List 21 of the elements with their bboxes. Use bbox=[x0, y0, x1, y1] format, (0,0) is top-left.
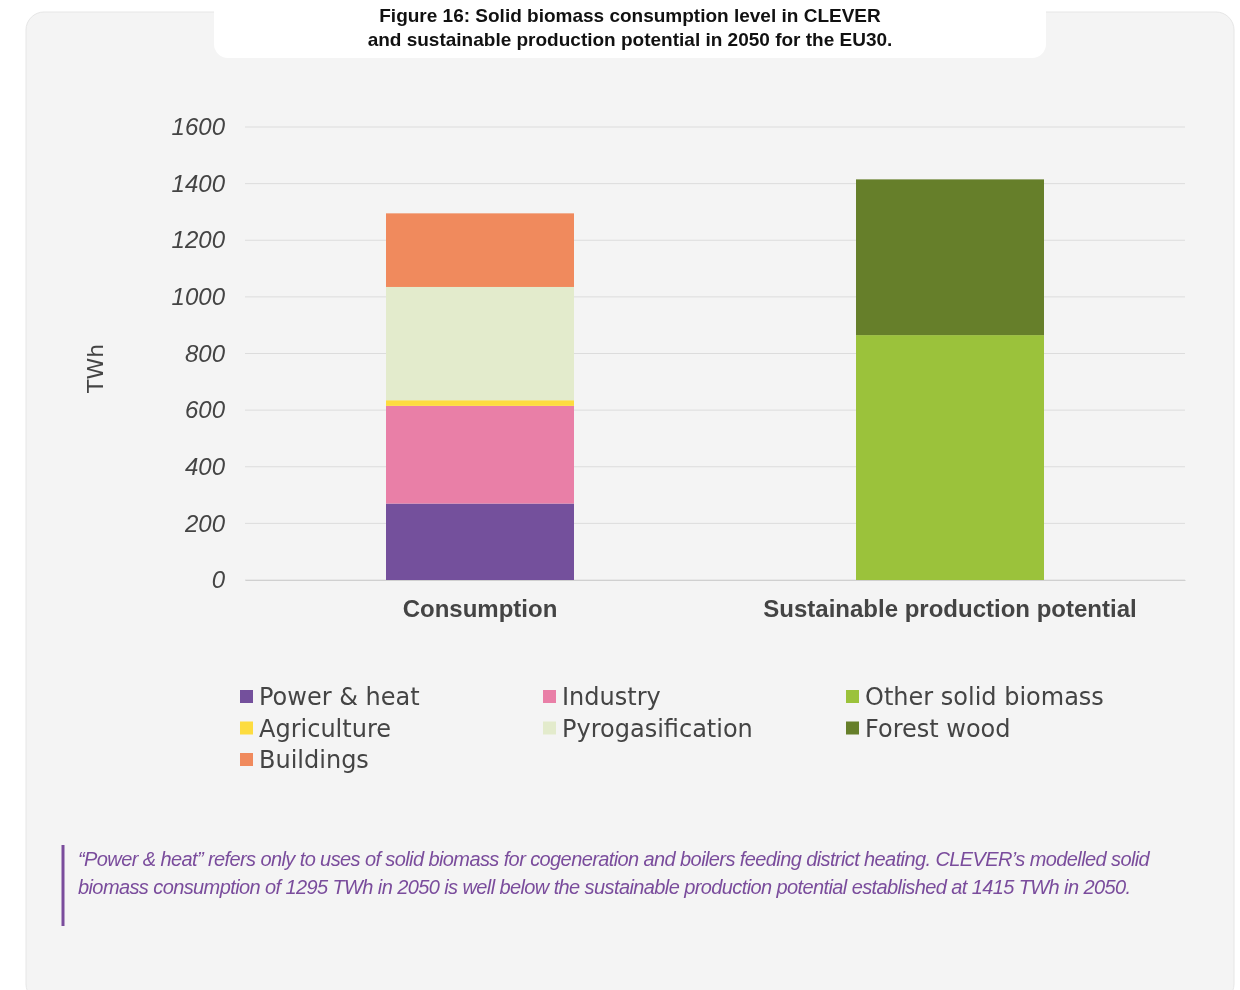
y-tick-label: 1400 bbox=[171, 169, 226, 197]
legend-label: Buildings bbox=[259, 746, 369, 774]
y-tick-label: 1000 bbox=[171, 283, 226, 311]
x-tick-label: Consumption bbox=[402, 595, 558, 623]
legend-label: Industry bbox=[562, 683, 661, 711]
y-tick-label: 1600 bbox=[171, 113, 226, 141]
legend-label: Power & heat bbox=[259, 683, 420, 711]
y-tick-label: 400 bbox=[184, 452, 226, 480]
chart-title: Figure 16: Solid biomass consumption level in CLEVER and sustainable production potential in 2050 for the EU30. bbox=[367, 5, 893, 50]
y-tick-label: 200 bbox=[183, 509, 226, 537]
y-tick-label: 1200 bbox=[171, 226, 226, 254]
legend-label: Forest wood bbox=[865, 714, 1011, 743]
legend-label: Pyrogasification bbox=[562, 714, 753, 743]
x-tick-label: Sustainable production potential bbox=[763, 595, 1137, 623]
legend-label: Other solid biomass bbox=[865, 683, 1104, 711]
y-tick-label: 800 bbox=[184, 339, 226, 367]
y-axis-title: TWh bbox=[83, 343, 108, 395]
text: “Power & heat” refers only to uses of solid biomass for cogeneration and boilers feeding district heating. CLEVER’s modelled solid biomass consumption of 1295 TWh in 2050 is well below the sustainable production potential established at 1415 TWh in 2050. bbox=[78, 848, 1151, 898]
y-tick-label: 600 bbox=[184, 396, 226, 424]
y-tick-label: 0 bbox=[211, 566, 226, 594]
legend-label: Agriculture bbox=[259, 714, 391, 743]
